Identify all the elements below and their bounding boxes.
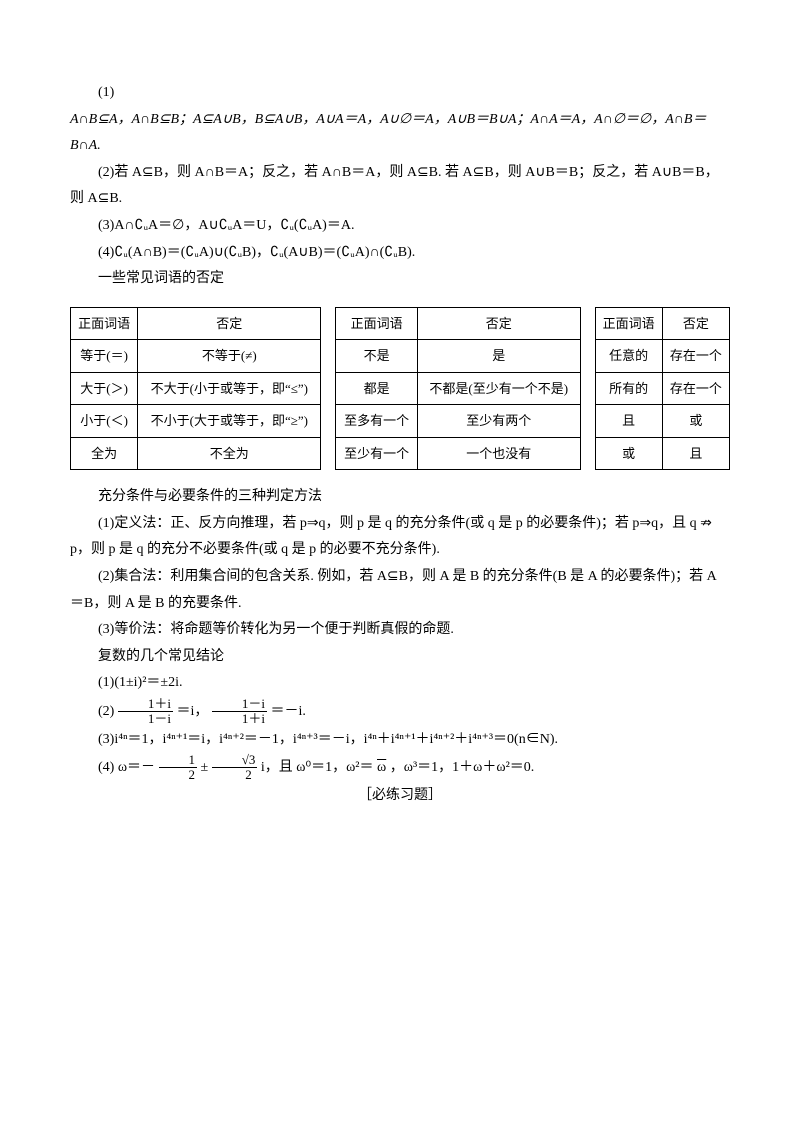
after-6: (1)(1±i)²＝±2i. bbox=[70, 670, 730, 697]
table-row: 小于(＜) 不小于(大于或等于，即“≥”) 至多有一个 至少有两个 且 或 bbox=[71, 405, 730, 438]
th-6: 否定 bbox=[662, 307, 729, 340]
fraction-4: √3 2 bbox=[212, 753, 258, 783]
after-3: (2)集合法：利用集合间的包含关系. 例如，若 A⊆B，则 A 是 B 的充分条… bbox=[70, 564, 730, 617]
fraction-1: 1＋i 1－i bbox=[118, 697, 173, 727]
th-1: 正面词语 bbox=[71, 307, 138, 340]
line-2: A∩B⊆A，A∩B⊆B；A⊆A∪B，B⊆A∪B，A∪A＝A，A∪∅＝A，A∪B＝… bbox=[70, 107, 730, 160]
negation-table: 正面词语 否定 正面词语 否定 正面词语 否定 等于(＝) 不等于(≠) 不是 … bbox=[70, 307, 730, 471]
th-4: 否定 bbox=[417, 307, 580, 340]
line-3: (2)若 A⊆B，则 A∩B＝A；反之，若 A∩B＝A，则 A⊆B. 若 A⊆B… bbox=[70, 160, 730, 213]
gap-2 bbox=[580, 307, 595, 470]
table-header-row: 正面词语 否定 正面词语 否定 正面词语 否定 bbox=[71, 307, 730, 340]
line-6: 一些常见词语的否定 bbox=[70, 266, 730, 293]
gap-1 bbox=[321, 307, 336, 470]
table-row: 全为 不全为 至少有一个 一个也没有 或 且 bbox=[71, 437, 730, 470]
th-3: 正面词语 bbox=[336, 307, 418, 340]
after-5: 复数的几个常见结论 bbox=[70, 644, 730, 671]
fraction-2: 1－i 1＋i bbox=[212, 697, 267, 727]
table-row: 等于(＝) 不等于(≠) 不是 是 任意的 存在一个 bbox=[71, 340, 730, 373]
line-4: (3)A∩∁ᵤA＝∅，A∪∁ᵤA＝U，∁ᵤ(∁ᵤA)＝A. bbox=[70, 213, 730, 240]
fraction-3: 1 2 bbox=[159, 753, 198, 783]
line-5: (4)∁ᵤ(A∩B)＝(∁ᵤA)∪(∁ᵤB)，∁ᵤ(A∪B)＝(∁ᵤA)∩(∁ᵤ… bbox=[70, 240, 730, 267]
after-8: (3)i⁴ⁿ＝1，i⁴ⁿ⁺¹＝i，i⁴ⁿ⁺²＝－1，i⁴ⁿ⁺³＝－i，i⁴ⁿ＋i… bbox=[70, 727, 730, 754]
th-5: 正面词语 bbox=[595, 307, 662, 340]
after-10: ［必练习题］ bbox=[70, 783, 730, 810]
table-row: 大于(＞) 不大于(小于或等于，即“≤”) 都是 不都是(至少有一个不是) 所有… bbox=[71, 372, 730, 405]
line-1: (1) bbox=[70, 80, 730, 107]
after-9: (4) ω＝－ 1 2 ± √3 2 i，且 ω⁰＝1，ω²＝ ω ，ω³＝1，… bbox=[70, 753, 730, 783]
after-2: (1)定义法：正、反方向推理，若 p⇒q，则 p 是 q 的充分条件(或 q 是… bbox=[70, 511, 730, 564]
th-2: 否定 bbox=[138, 307, 321, 340]
after-1: 充分条件与必要条件的三种判定方法 bbox=[70, 484, 730, 511]
after-7: (2) 1＋i 1－i ＝i， 1－i 1＋i ＝－i. bbox=[70, 697, 730, 727]
after-4: (3)等价法：将命题等价转化为另一个便于判断真假的命题. bbox=[70, 617, 730, 644]
omega-bar: ω bbox=[377, 760, 386, 775]
